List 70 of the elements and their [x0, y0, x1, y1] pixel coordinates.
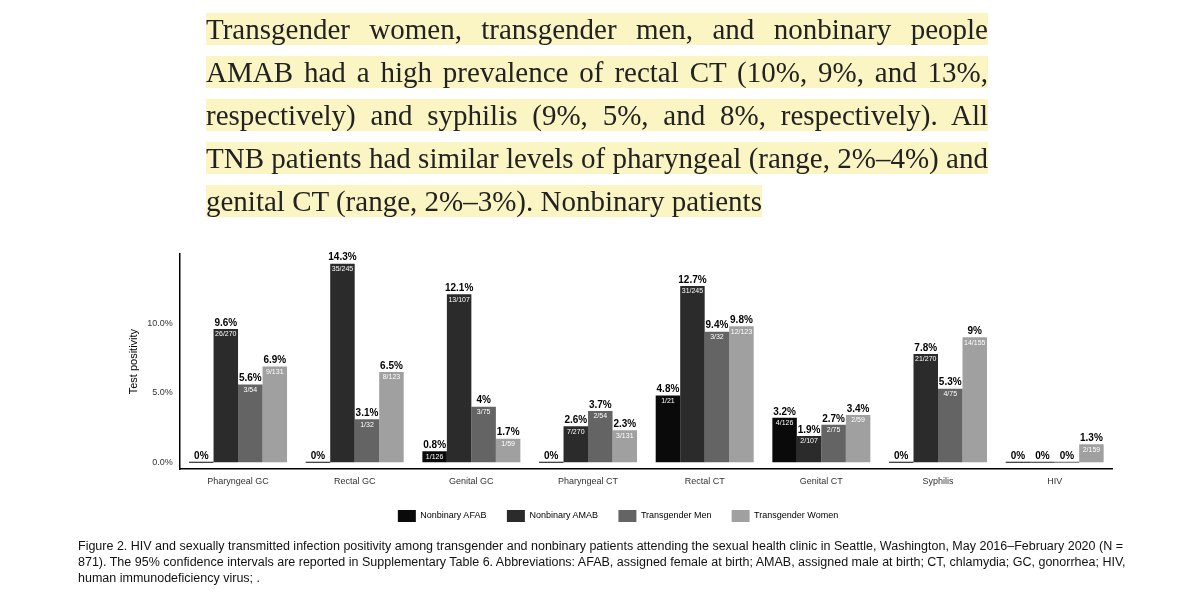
bar	[821, 424, 846, 463]
bar	[446, 294, 472, 463]
data-label: 4%	[476, 394, 491, 406]
bar	[913, 353, 939, 463]
data-label: 5.6%	[238, 372, 262, 384]
bar	[704, 331, 730, 463]
data-label: 3.2%	[773, 405, 797, 417]
data-label: 6.5%	[380, 359, 403, 371]
bar	[962, 337, 988, 463]
bar	[845, 415, 871, 463]
legend-label: Nonbinary AMAB	[529, 510, 598, 521]
chart-subtitle: Transgender women, transgender men, and nonbinary people AMAB had a high prevalence of rectal CT (10%, 9%, and 13%, respectively) and syphilis (9%, 5%, and 8%, respectively). All TNB patients had similar levels of pharyngeal (range, 2%–4%) and genital CT (range, 2%–3%). Nonbinary patients	[206, 13, 988, 217]
data-label: 9.8%	[730, 313, 753, 325]
data-label: 4.8%	[656, 383, 680, 395]
x-tick-label: Pharyngeal CT	[558, 476, 619, 487]
x-tick-label: Syphilis	[922, 476, 955, 487]
x-tick-label: Genital CT	[799, 476, 844, 487]
data-label: 0%	[1010, 449, 1026, 461]
bar	[772, 417, 797, 463]
data-label: 0%	[894, 449, 909, 461]
text: Figure 2. HIV and sexually transmitted infection positivity among transgender and nonbinary patients attending the sexual health clinic in Seattle, Washington, May 2016–February 2020 (N = 871). The 95% confidence intervals are reported in Supplementary Table 6. Abbreviations: AFAB, assigned female at birth; AMAB, assigned male at birth; CT, chlamydia; GC, gonorrhea; HIV, human immunodeficiency virus; .	[78, 538, 1127, 586]
bar	[680, 285, 705, 463]
x-tick-label: Pharyngeal GC	[207, 476, 270, 487]
data-label: 3.7%	[588, 398, 612, 410]
data-label: 6.9%	[263, 354, 287, 366]
data-label: 0%	[544, 449, 559, 461]
x-tick-label: Rectal GC	[333, 476, 376, 487]
bar	[213, 328, 239, 463]
data-label: 9.4%	[705, 319, 729, 331]
legend-label: Nonbinary AFAB	[420, 510, 487, 521]
bar	[262, 366, 288, 463]
y-axis-title: Test positivity	[126, 328, 139, 395]
data-label: 2.7%	[822, 412, 846, 424]
data-label: 0%	[310, 449, 326, 461]
data-label: 2.3%	[613, 418, 637, 430]
data-label: 1.7%	[496, 426, 520, 438]
bar	[563, 426, 589, 463]
bar	[588, 410, 613, 463]
y-tick-label: 5.0%	[152, 387, 173, 398]
data-label: 1.9%	[797, 423, 821, 435]
data-label: 5.3%	[938, 376, 962, 388]
bar	[471, 406, 496, 463]
data-label: 0%	[194, 449, 209, 461]
data-label: 9.6%	[214, 316, 238, 328]
data-label: 1.3%	[1080, 431, 1103, 443]
y-tick-label: 10.0%	[147, 317, 173, 328]
x-tick-label: Rectal CT	[684, 476, 726, 487]
data-label: 3.1%	[355, 406, 379, 418]
data-label: 0.8%	[423, 438, 447, 450]
bar	[330, 263, 355, 463]
bar	[729, 326, 754, 463]
data-label: 2.6%	[564, 413, 588, 425]
y-tick-label: 0.0%	[152, 456, 173, 467]
bar	[938, 388, 963, 463]
data-label: 12.7%	[678, 273, 707, 285]
data-label: 12.1%	[444, 282, 474, 294]
x-tick-label: HIV	[1047, 476, 1063, 487]
bar	[238, 384, 263, 463]
x-tick-label: Genital GC	[449, 476, 495, 487]
data-label: 14.3%	[328, 251, 357, 263]
legend-label: Transgender Women	[754, 510, 839, 521]
data-label: 0%	[1059, 449, 1075, 461]
legend-label: Transgender Men	[640, 510, 712, 521]
bar	[655, 395, 681, 463]
data-label: 9%	[967, 325, 983, 337]
bar	[379, 372, 404, 463]
bar	[354, 419, 380, 463]
data-label: 3.4%	[846, 402, 870, 414]
data-label: 7.8%	[914, 341, 938, 353]
data-label: 0%	[1035, 449, 1050, 461]
